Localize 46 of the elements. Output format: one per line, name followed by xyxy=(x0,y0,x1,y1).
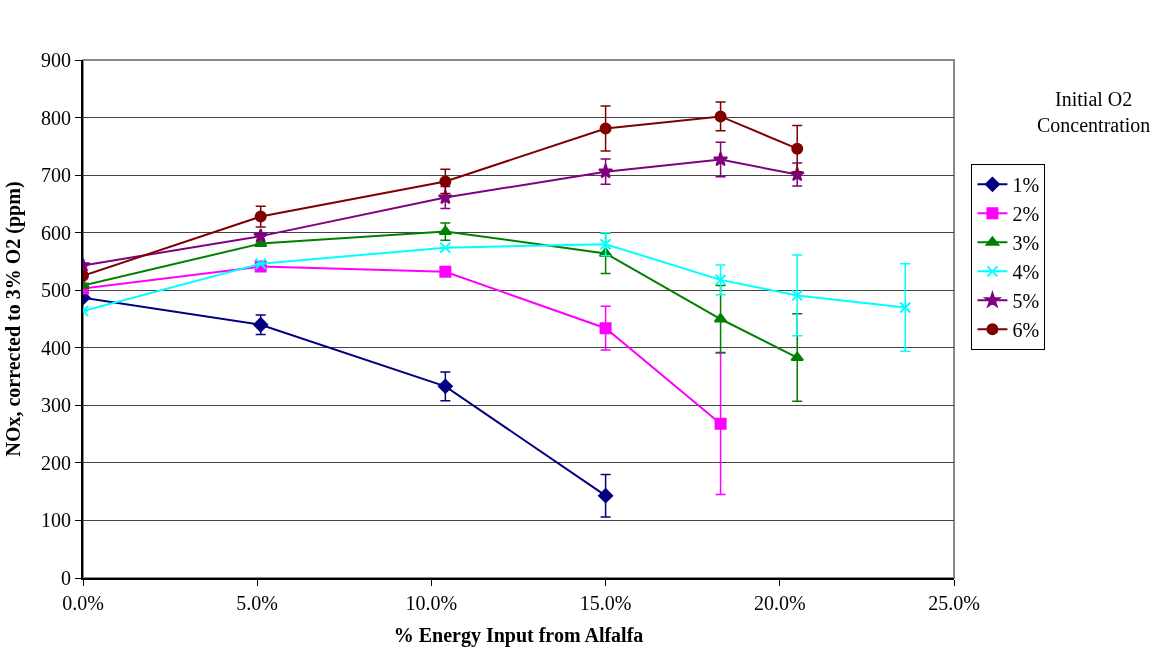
y-tick-label: 400 xyxy=(41,336,71,359)
x-axis-title: % Energy Input from Alfalfa xyxy=(393,624,644,647)
x-tick-label: 20.0% xyxy=(753,592,806,614)
point xyxy=(439,241,452,254)
y-tick-label: 600 xyxy=(41,221,71,244)
y-tick-label: 100 xyxy=(41,509,71,532)
legend-label: 5% xyxy=(1012,290,1040,313)
point xyxy=(714,417,727,430)
point xyxy=(714,273,727,286)
legend-label: 4% xyxy=(1012,261,1040,284)
point xyxy=(438,225,453,236)
point xyxy=(439,175,452,188)
point xyxy=(253,228,269,243)
x-tick-label: 5.0% xyxy=(236,592,279,614)
legend-title: Initial O2 Concentration xyxy=(1037,88,1151,136)
point xyxy=(714,110,727,123)
point xyxy=(254,210,267,223)
y-axis-title: NOx, corrected to 3% O2 (ppm) xyxy=(2,181,25,457)
y-tick-label: 300 xyxy=(41,394,71,417)
legend-label: 1% xyxy=(1012,174,1040,197)
point xyxy=(439,265,452,278)
point xyxy=(599,238,612,251)
x-tick-label: 0.0% xyxy=(62,592,104,614)
y-tick-label: 900 xyxy=(41,49,71,71)
y-tick-label: 700 xyxy=(41,164,71,187)
point xyxy=(599,122,612,135)
x-tick-label: 15.0% xyxy=(579,592,632,614)
y-tick-label: 0 xyxy=(61,567,71,589)
point xyxy=(597,163,614,179)
legend-label: 3% xyxy=(1012,232,1040,255)
legend-label: 6% xyxy=(1012,319,1040,342)
legend-label: 2% xyxy=(1012,203,1040,226)
point xyxy=(790,351,804,362)
point xyxy=(437,189,453,205)
y-tick-label: 800 xyxy=(41,106,71,129)
x-tick-label: 10.0% xyxy=(405,592,458,614)
y-tick-label: 500 xyxy=(41,279,71,302)
y-tick-label: 200 xyxy=(41,451,71,474)
point xyxy=(599,322,612,335)
point xyxy=(899,301,912,314)
point xyxy=(598,488,614,504)
point xyxy=(437,378,453,394)
point xyxy=(791,142,804,155)
point xyxy=(712,151,729,167)
x-tick-label: 25.0% xyxy=(928,592,980,614)
point xyxy=(791,289,804,302)
